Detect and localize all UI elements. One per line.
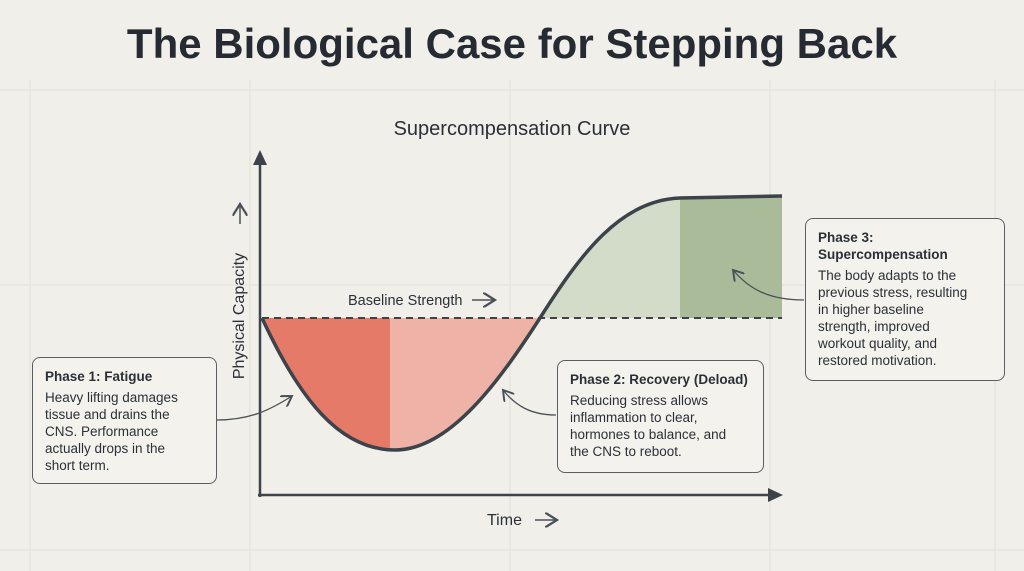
callout-arrow: [216, 396, 292, 421]
recovery-area: [390, 318, 540, 450]
phase-title: Phase 1: Fatigue: [45, 369, 153, 384]
curve: [260, 194, 783, 452]
x-axis-arrow: [768, 488, 783, 502]
supercompensation-area: [680, 196, 782, 318]
phase-box: Phase 2: Recovery (Deload) Reducing stres…: [557, 360, 764, 473]
phase-text: strength, improved: [818, 319, 930, 334]
x-axis-label: Time: [487, 512, 522, 529]
phase-text: previous stress, resulting: [818, 285, 968, 300]
phase-text: short term.: [45, 458, 110, 473]
phase-text: workout quality, and: [818, 336, 938, 351]
supercompensation-area: [540, 198, 680, 318]
phase-text: hormones to balance, and: [570, 427, 727, 442]
fatigue-area: [262, 318, 390, 450]
phase-text: Reducing stress allows: [570, 393, 709, 408]
phase-box: Phase 1: Fatigue Heavy lifting damages tis…: [32, 357, 217, 484]
y-axis-label: Physical Capacity: [231, 253, 248, 379]
phase-text: actually drops in the: [45, 441, 166, 456]
phase-text: inflammation to clear,: [570, 410, 698, 425]
phase-title: Phase 2: Recovery (Deload): [570, 372, 748, 387]
callout-arrow: [733, 270, 805, 301]
y-axis-arrow: [253, 150, 267, 165]
baseline-label: Baseline Strength: [348, 293, 462, 309]
phase-text: CNS. Performance: [45, 424, 159, 439]
phase-text: restored motivation.: [818, 353, 937, 368]
phase-text: tissue and drains the: [45, 407, 170, 422]
phase-box: Phase 3: Supercompensation The body adapt…: [805, 218, 1005, 381]
phase-text: Heavy lifting damages: [45, 390, 178, 405]
title: The Biological Case for Stepping Back: [127, 20, 898, 67]
phase-title: Phase 3: Supercompensation: [818, 230, 948, 262]
phase-text: in higher baseline: [818, 302, 924, 317]
phase-text: The body adapts to the: [818, 268, 957, 283]
callout-arrow: [503, 390, 557, 416]
subtitle: Supercompensation Curve: [394, 118, 631, 140]
phase-text: the CNS to reboot.: [570, 444, 682, 459]
